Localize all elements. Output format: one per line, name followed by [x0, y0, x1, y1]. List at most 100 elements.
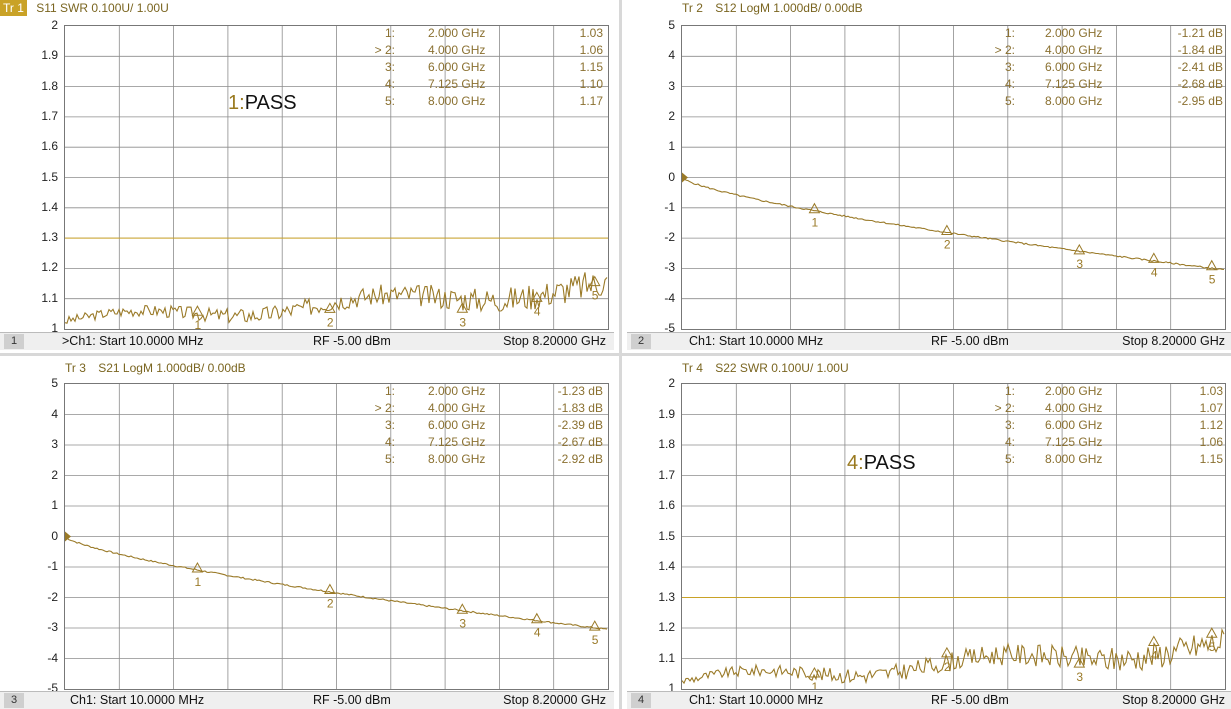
marker-row[interactable]: 1: 2.000 GHz 1.03	[977, 384, 1225, 401]
marker-value: 1.06	[579, 43, 603, 57]
marker-label: 5	[592, 289, 599, 303]
marker-triangle-icon[interactable]	[1205, 259, 1218, 271]
channel-footer: 2 Ch1: Start 10.0000 MHz RF -5.00 dBm St…	[627, 332, 1231, 350]
marker-label: 4	[1151, 265, 1158, 279]
marker-value: 1.07	[1199, 401, 1223, 415]
y-tick-label: 1.9	[658, 406, 675, 421]
marker-row[interactable]: 3: 6.000 GHz 1.12	[977, 418, 1225, 435]
window-number[interactable]: 3	[4, 693, 24, 708]
marker-triangle-icon[interactable]	[1205, 627, 1218, 638]
trace-label[interactable]: Tr 3	[65, 361, 86, 375]
stop-frequency[interactable]: Stop 8.20000 GHz	[503, 693, 606, 707]
marker-triangle-icon[interactable]	[941, 224, 953, 235]
plot-svg: 1 2 3 4 5	[681, 384, 1225, 694]
marker-triangle-icon[interactable]	[456, 603, 469, 614]
marker-triangle-icon[interactable]	[191, 305, 204, 316]
marker-triangle-icon[interactable]	[456, 302, 469, 313]
marker-triangle-icon[interactable]	[1073, 657, 1086, 668]
marker-triangle-icon[interactable]	[530, 612, 543, 624]
y-tick-label: 1	[668, 681, 675, 695]
trace-panel-4[interactable]: Tr 4 S22 SWR 0.100U/ 1.00U 1 2 3 4 5 2 1.9 1.8…	[627, 360, 1231, 709]
marker-label: 1	[811, 216, 818, 230]
y-tick-label: -3	[664, 260, 675, 275]
trace-panel-1[interactable]: Tr 1 S11 SWR 0.100U/ 1.00U 1 2 3 4 5 2 1.9 1.8…	[0, 0, 614, 350]
marker-value: -2.39 dB	[557, 418, 603, 432]
rf-power[interactable]: RF -5.00 dBm	[931, 693, 1009, 707]
trace-label[interactable]: Tr 4	[682, 361, 703, 375]
y-tick-label: -4	[664, 290, 675, 305]
marker-label: 3	[1076, 670, 1083, 684]
rf-power[interactable]: RF -5.00 dBm	[313, 334, 391, 348]
marker-frequency: 2.000 GHz	[1045, 26, 1103, 40]
trace-panel-2[interactable]: Tr 2 S12 LogM 1.000dB/ 0.00dB 1 2 3 4 5 5 4 3 2…	[627, 0, 1231, 350]
marker-triangle-icon[interactable]	[324, 583, 336, 594]
plot-svg: 1 2 3 4 5	[681, 26, 1225, 329]
marker-row[interactable]: 4: 7.125 GHz 1.10	[360, 77, 605, 94]
marker-frequency: 2.000 GHz	[1045, 384, 1103, 398]
marker-label: 4	[1151, 649, 1158, 663]
marker-label: 2	[944, 238, 951, 252]
marker-triangle-icon[interactable]	[191, 561, 204, 573]
marker-row[interactable]: 5: 8.000 GHz 1.15	[977, 452, 1225, 469]
marker-row[interactable]: > 2: 4.000 GHz -1.83 dB	[360, 401, 605, 418]
trace-panel-3[interactable]: Tr 3 S21 LogM 1.000dB/ 0.00dB 1 2 3 4 5 5 4 3 2…	[0, 360, 614, 709]
pass-text: PASS	[244, 92, 297, 114]
window-number[interactable]: 2	[631, 334, 651, 349]
marker-row[interactable]: 3: 6.000 GHz -2.41 dB	[977, 60, 1225, 77]
marker-frequency: 7.125 GHz	[428, 435, 486, 449]
marker-table: 1: 2.000 GHz 1.03 > 2: 4.000 GHz 1.07 3: 6.000 …	[977, 384, 1225, 469]
marker-frequency: 6.000 GHz	[428, 60, 486, 74]
marker-triangle-icon[interactable]	[941, 646, 953, 658]
stop-frequency[interactable]: Stop 8.20000 GHz	[503, 334, 606, 348]
reference-arrow-icon	[65, 531, 71, 542]
marker-triangle-icon[interactable]	[588, 620, 601, 631]
marker-triangle-icon[interactable]	[324, 302, 336, 313]
marker-triangle-icon[interactable]	[1147, 252, 1160, 263]
channel-footer: 1 >Ch1: Start 10.0000 MHz RF -5.00 dBm S…	[0, 332, 614, 350]
marker-triangle-icon[interactable]	[530, 291, 543, 302]
marker-label: 4	[534, 626, 541, 640]
y-tick-label: 1.7	[41, 108, 58, 123]
y-tick-label: 1.7	[658, 467, 675, 482]
marker-row[interactable]: 4: 7.125 GHz -2.67 dB	[360, 435, 605, 452]
plot-svg: 1 2 3 4 5	[64, 26, 608, 332]
start-frequency[interactable]: Ch1: Start 10.0000 MHz	[70, 693, 205, 707]
marker-value: 1.12	[1199, 418, 1223, 432]
marker-row[interactable]: 4: 7.125 GHz 1.06	[977, 435, 1225, 452]
marker-row[interactable]: 3: 6.000 GHz -2.39 dB	[360, 418, 605, 435]
marker-row[interactable]: > 2: 4.000 GHz 1.07	[977, 401, 1225, 418]
marker-frequency: 4.000 GHz	[428, 43, 486, 57]
rf-power[interactable]: RF -5.00 dBm	[313, 693, 391, 707]
y-tick-label: -5	[47, 681, 58, 695]
marker-triangle-icon[interactable]	[1147, 635, 1160, 646]
y-tick-label: -3	[47, 620, 58, 634]
start-frequency[interactable]: Ch1: Start 10.0000 MHz	[689, 334, 824, 348]
marker-row[interactable]: 1: 2.000 GHz -1.23 dB	[360, 384, 605, 401]
marker-row[interactable]: 5: 8.000 GHz -2.92 dB	[360, 452, 605, 469]
plot-grid: 1 2 3 4 5	[681, 25, 1226, 330]
trace-label[interactable]: Tr 2	[682, 1, 703, 15]
marker-row[interactable]: > 2: 4.000 GHz 1.06	[360, 43, 605, 60]
reference-arrow-icon	[682, 172, 688, 183]
marker-row[interactable]: 4: 7.125 GHz -2.68 dB	[977, 77, 1225, 94]
marker-row[interactable]: > 2: 4.000 GHz -1.84 dB	[977, 43, 1225, 60]
marker-triangle-icon[interactable]	[588, 275, 601, 287]
marker-triangle-icon[interactable]	[1073, 243, 1086, 255]
stop-frequency[interactable]: Stop 8.20000 GHz	[1122, 334, 1225, 348]
start-frequency[interactable]: Ch1: Start 10.0000 MHz	[689, 693, 824, 707]
trace-label[interactable]: Tr 1	[0, 0, 27, 16]
marker-row[interactable]: 1: 2.000 GHz 1.03	[360, 26, 605, 43]
marker-row[interactable]: 3: 6.000 GHz 1.15	[360, 60, 605, 77]
marker-triangle-icon[interactable]	[808, 202, 821, 214]
window-number[interactable]: 1	[4, 334, 24, 349]
marker-row[interactable]: 1: 2.000 GHz -1.21 dB	[977, 26, 1225, 43]
stop-frequency[interactable]: Stop 8.20000 GHz	[1122, 693, 1225, 707]
start-frequency[interactable]: >Ch1: Start 10.0000 MHz	[62, 334, 204, 348]
y-tick-label: 1	[668, 139, 675, 154]
trace-format: S12 LogM 1.000dB/ 0.00dB	[715, 1, 863, 15]
rf-power[interactable]: RF -5.00 dBm	[931, 334, 1009, 348]
marker-row[interactable]: 5: 8.000 GHz 1.17	[360, 94, 605, 111]
marker-triangle-icon[interactable]	[808, 666, 821, 678]
marker-row[interactable]: 5: 8.000 GHz -2.95 dB	[977, 94, 1225, 111]
window-number[interactable]: 4	[631, 693, 651, 708]
